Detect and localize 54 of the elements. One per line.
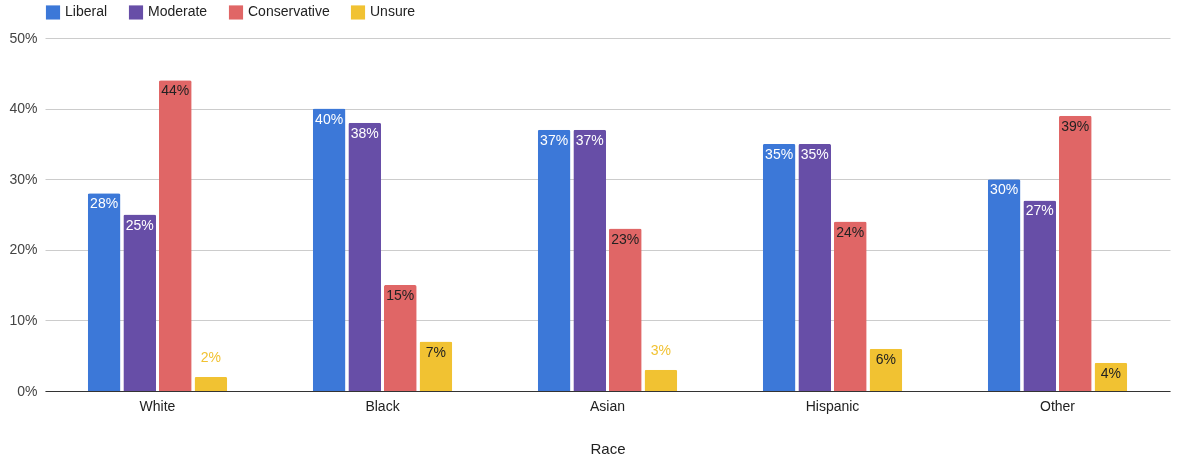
data-label: 7% xyxy=(425,343,446,360)
bar xyxy=(312,108,346,391)
y-tick-label: 10% xyxy=(9,311,38,328)
data-label: 39% xyxy=(1061,117,1090,134)
data-label: 25% xyxy=(125,216,154,233)
x-axis-title: Race xyxy=(590,439,626,457)
x-tick-label: Other xyxy=(1039,397,1076,414)
bar xyxy=(833,221,867,391)
bar xyxy=(419,341,453,391)
data-label: 35% xyxy=(800,145,829,162)
data-label: 37% xyxy=(540,131,569,148)
bar xyxy=(87,193,121,391)
legend-label: Unsure xyxy=(370,3,416,20)
bar xyxy=(573,129,607,391)
y-tick-label: 40% xyxy=(9,100,38,117)
data-label: 37% xyxy=(575,131,604,148)
bar xyxy=(987,179,1021,391)
bar xyxy=(537,129,571,391)
bar xyxy=(383,285,417,391)
legend-label: Conservative xyxy=(248,3,330,20)
data-label: 35% xyxy=(765,145,794,162)
bar xyxy=(123,214,157,391)
bar xyxy=(348,122,382,391)
bar xyxy=(608,228,642,391)
data-label: 38% xyxy=(350,124,379,141)
x-tick-label: Black xyxy=(365,397,401,414)
bar xyxy=(158,80,192,391)
data-label: 23% xyxy=(611,230,640,247)
legend-label: Liberal xyxy=(65,3,108,20)
x-tick-label: Hispanic xyxy=(805,397,860,414)
data-label: 3% xyxy=(650,341,671,358)
data-label: 44% xyxy=(161,82,190,99)
bar xyxy=(762,143,796,391)
y-tick-label: 20% xyxy=(9,241,38,258)
data-label: 40% xyxy=(315,110,344,127)
x-tick-label: Asian xyxy=(589,397,626,414)
data-label: 24% xyxy=(836,223,865,240)
data-label: 28% xyxy=(90,195,119,212)
data-label: 30% xyxy=(990,181,1019,198)
data-label: 2% xyxy=(200,348,221,365)
x-tick-label: White xyxy=(139,397,176,414)
data-label: 15% xyxy=(386,287,415,304)
bar xyxy=(798,143,832,391)
data-label: 6% xyxy=(875,350,896,367)
data-label: 27% xyxy=(1025,202,1054,219)
data-label: 4% xyxy=(1100,364,1121,381)
y-tick-label: 30% xyxy=(9,170,38,187)
y-tick-label: 0% xyxy=(17,382,38,399)
bar xyxy=(644,369,678,391)
bar xyxy=(1023,200,1057,391)
bar xyxy=(1058,115,1092,391)
bar xyxy=(194,376,228,391)
y-tick-label: 50% xyxy=(9,29,38,46)
legend-label: Moderate xyxy=(148,3,208,20)
